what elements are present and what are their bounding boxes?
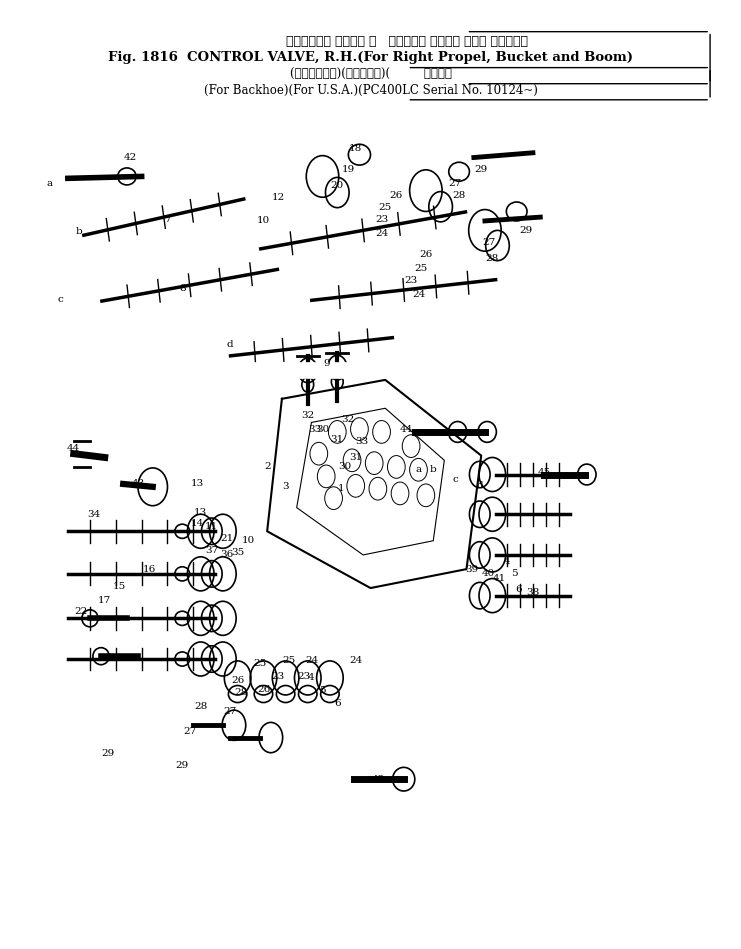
Text: b: b — [76, 227, 82, 235]
Text: 25: 25 — [414, 264, 428, 272]
Text: 42: 42 — [124, 153, 137, 162]
Text: 11: 11 — [205, 522, 219, 531]
Text: 41: 41 — [493, 574, 506, 583]
Text: 45: 45 — [537, 468, 551, 477]
Text: 24: 24 — [349, 657, 362, 665]
Text: 38: 38 — [526, 588, 539, 597]
Text: a: a — [416, 465, 422, 474]
Text: 40: 40 — [482, 569, 495, 578]
Text: 6: 6 — [515, 586, 522, 594]
Text: コントロール バルブ， 右   （右走行， バケット および ブーム用）: コントロール バルブ， 右 （右走行， バケット および ブーム用） — [287, 34, 528, 47]
Text: 22: 22 — [75, 607, 87, 616]
Text: 29: 29 — [474, 165, 488, 175]
Text: 5: 5 — [511, 569, 518, 578]
Text: (For Backhoe)(For U.S.A.)(PC400LC Serial No. 10124~): (For Backhoe)(For U.S.A.)(PC400LC Serial… — [204, 84, 537, 97]
Text: 29: 29 — [519, 226, 532, 234]
Text: 31: 31 — [330, 435, 344, 444]
Text: 6: 6 — [334, 699, 341, 708]
Text: 33: 33 — [308, 424, 322, 434]
Text: 28: 28 — [194, 702, 207, 711]
Text: 44: 44 — [67, 443, 80, 453]
Text: 23: 23 — [297, 672, 310, 680]
Text: 10: 10 — [257, 216, 270, 226]
Text: c: c — [453, 474, 458, 484]
Text: 24: 24 — [412, 290, 425, 299]
Text: 31: 31 — [349, 453, 362, 462]
Text: 16: 16 — [142, 565, 156, 573]
Text: 24: 24 — [375, 229, 388, 237]
Text: c: c — [58, 295, 63, 304]
Text: 9: 9 — [323, 360, 330, 368]
Text: (バックホー用)(アメリカ向)(         適用号機: (バックホー用)(アメリカ向)( 適用号機 — [290, 67, 451, 81]
Text: 21: 21 — [220, 534, 233, 544]
Text: 10: 10 — [242, 536, 256, 546]
Text: 13: 13 — [194, 508, 207, 517]
Text: b: b — [430, 465, 436, 474]
Text: 14: 14 — [190, 519, 204, 529]
Text: 37: 37 — [205, 546, 219, 555]
Text: 34: 34 — [87, 510, 100, 519]
Text: 19: 19 — [342, 165, 355, 175]
Text: 15: 15 — [113, 582, 126, 590]
Text: 28: 28 — [235, 688, 248, 697]
Text: 39: 39 — [466, 565, 479, 573]
Text: d: d — [227, 341, 233, 349]
Text: 20: 20 — [330, 181, 344, 191]
Text: 27: 27 — [183, 727, 196, 736]
Text: 32: 32 — [342, 415, 355, 424]
Text: 23: 23 — [375, 214, 388, 224]
Text: 26: 26 — [390, 191, 403, 200]
Text: 8: 8 — [179, 284, 185, 292]
Text: 27: 27 — [224, 707, 237, 716]
Text: Fig. 1816  CONTROL VALVE, R.H.(For Right Propel, Bucket and Boom): Fig. 1816 CONTROL VALVE, R.H.(For Right … — [108, 50, 633, 64]
Text: 1: 1 — [338, 484, 345, 493]
Text: 13: 13 — [190, 479, 204, 489]
Text: 24: 24 — [305, 657, 318, 665]
Text: 12: 12 — [272, 193, 285, 202]
Text: 23: 23 — [405, 276, 418, 285]
Text: 25: 25 — [379, 203, 392, 213]
Text: 43: 43 — [131, 479, 144, 489]
Text: 35: 35 — [231, 548, 245, 557]
Text: a: a — [46, 178, 53, 188]
Text: 43: 43 — [371, 774, 385, 784]
Text: 3: 3 — [282, 482, 289, 492]
Text: 32: 32 — [301, 411, 314, 420]
Text: 23: 23 — [272, 672, 285, 680]
Text: 7: 7 — [165, 214, 171, 224]
Text: 29: 29 — [102, 749, 115, 758]
Text: 4: 4 — [308, 674, 315, 682]
Text: 29: 29 — [176, 761, 189, 771]
Text: 26: 26 — [257, 685, 270, 694]
Text: 25: 25 — [253, 660, 267, 668]
Text: 36: 36 — [220, 550, 233, 559]
Text: 18: 18 — [349, 143, 362, 153]
Text: 27: 27 — [482, 238, 495, 247]
Text: 2: 2 — [264, 462, 270, 472]
Text: 28: 28 — [453, 191, 465, 200]
Text: 25: 25 — [282, 657, 296, 665]
Text: 5: 5 — [319, 686, 326, 695]
Text: 30: 30 — [316, 424, 329, 434]
Text: 33: 33 — [355, 437, 368, 446]
Text: 27: 27 — [449, 178, 462, 188]
Text: 17: 17 — [98, 596, 111, 605]
Text: 4: 4 — [504, 557, 511, 566]
Text: 26: 26 — [419, 250, 433, 258]
Text: 30: 30 — [338, 462, 351, 472]
Text: d: d — [476, 481, 483, 491]
Text: 28: 28 — [485, 254, 499, 263]
Text: 44: 44 — [399, 424, 413, 434]
Text: 26: 26 — [231, 677, 245, 685]
